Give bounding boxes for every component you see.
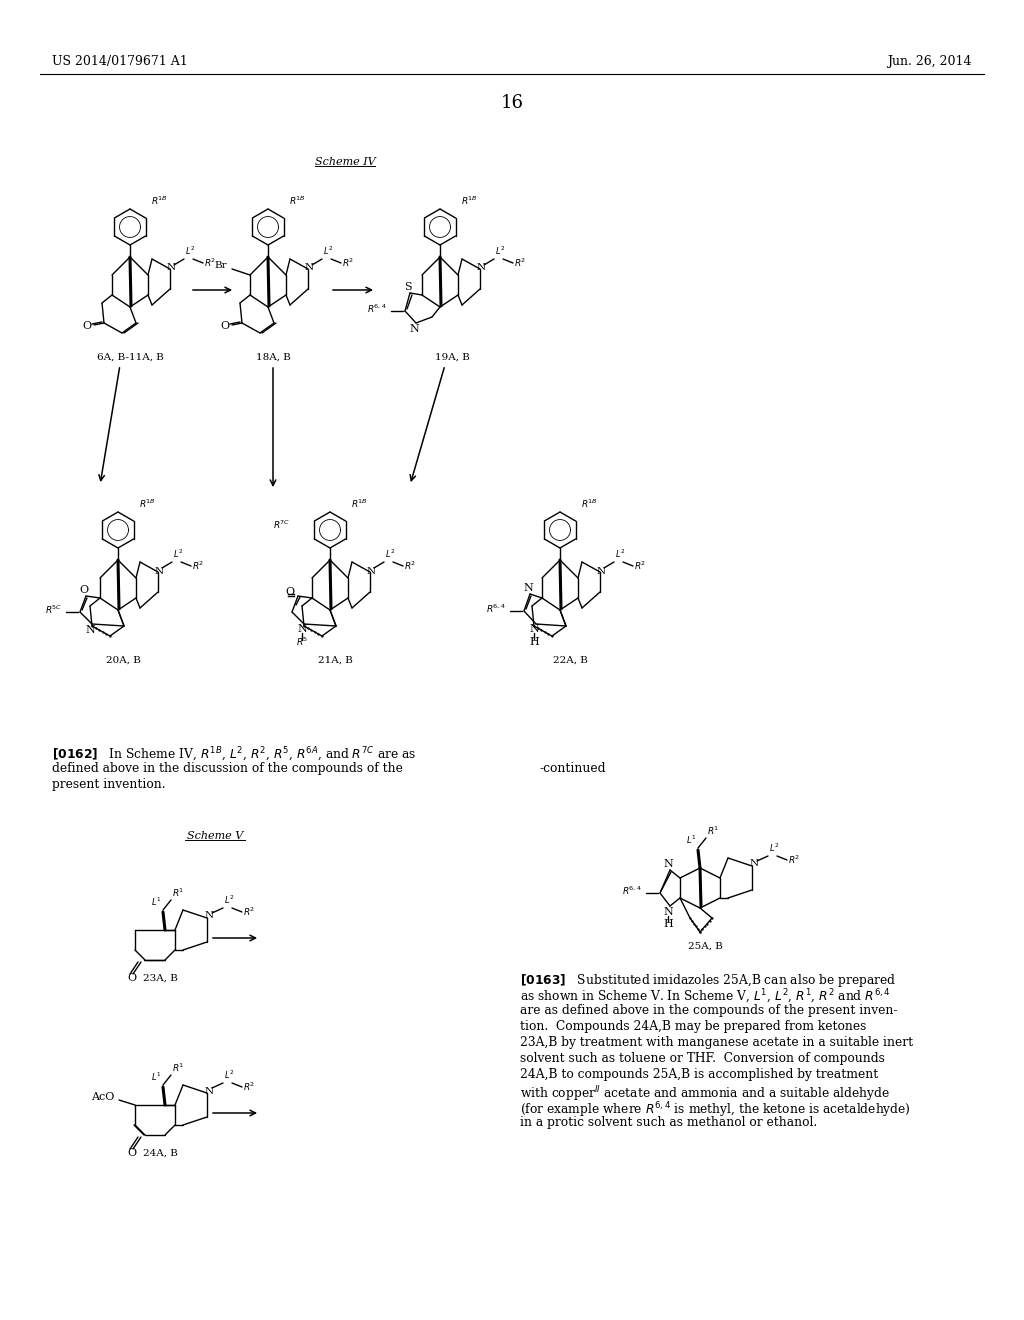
Text: $R^{2}$: $R^{2}$ — [243, 1081, 255, 1093]
Text: N: N — [205, 912, 214, 920]
Text: $L^{2}$: $L^{2}$ — [224, 894, 234, 906]
Text: H: H — [664, 919, 673, 929]
Text: 21A, B: 21A, B — [317, 656, 352, 664]
Text: $R^{1B}$: $R^{1B}$ — [581, 498, 598, 510]
Text: N: N — [155, 566, 164, 576]
Text: $R^{6,4}$: $R^{6,4}$ — [623, 884, 642, 898]
Text: N: N — [205, 1086, 214, 1096]
Text: $R^{1}$: $R^{1}$ — [707, 825, 720, 837]
Text: 16: 16 — [501, 94, 523, 112]
Text: 19A, B: 19A, B — [434, 352, 469, 362]
Text: $R^{2}$: $R^{2}$ — [404, 560, 417, 572]
Text: are as defined above in the compounds of the present inven-: are as defined above in the compounds of… — [520, 1005, 897, 1016]
Text: present invention.: present invention. — [52, 777, 166, 791]
Text: S: S — [404, 282, 412, 292]
Text: N: N — [664, 859, 673, 869]
Text: 22A, B: 22A, B — [553, 656, 588, 664]
Text: 6A, B-11A, B: 6A, B-11A, B — [96, 352, 164, 362]
Text: $L^{1}$: $L^{1}$ — [151, 895, 161, 908]
Text: N: N — [297, 624, 307, 634]
Text: $L^{2}$: $L^{2}$ — [224, 1069, 234, 1081]
Text: O: O — [127, 973, 136, 983]
Text: 23A,B by treatment with manganese acetate in a suitable inert: 23A,B by treatment with manganese acetat… — [520, 1036, 913, 1049]
Text: defined above in the discussion of the compounds of the: defined above in the discussion of the c… — [52, 762, 402, 775]
Text: $L^{2}$: $L^{2}$ — [185, 244, 196, 257]
Text: $R^{2}$: $R^{2}$ — [243, 906, 255, 919]
Text: 18A, B: 18A, B — [256, 352, 291, 362]
Text: $L^{2}$: $L^{2}$ — [615, 548, 626, 560]
Text: O: O — [83, 321, 91, 331]
Text: $R^{1}$: $R^{1}$ — [172, 887, 184, 899]
Text: N: N — [523, 583, 532, 593]
Text: 24A, B: 24A, B — [142, 1148, 177, 1158]
Text: N: N — [529, 624, 539, 634]
Text: O: O — [80, 585, 88, 595]
Text: N: N — [304, 264, 313, 272]
Text: $L^{2}$: $L^{2}$ — [323, 244, 334, 257]
Text: 25A, B: 25A, B — [687, 941, 723, 950]
Text: $R^{1B}$: $R^{1B}$ — [139, 498, 156, 510]
Text: $L^{2}$: $L^{2}$ — [385, 548, 395, 560]
Text: $R^{6,4}$: $R^{6,4}$ — [486, 603, 506, 615]
Text: N: N — [750, 859, 759, 869]
Text: 20A, B: 20A, B — [105, 656, 140, 664]
Text: $R^{7C}$: $R^{7C}$ — [272, 519, 290, 531]
Text: $L^{2}$: $L^{2}$ — [769, 842, 779, 854]
Text: -continued: -continued — [540, 762, 606, 775]
Text: $R^{1B}$: $R^{1B}$ — [289, 194, 306, 207]
Text: Jun. 26, 2014: Jun. 26, 2014 — [888, 55, 972, 69]
Text: AcO: AcO — [91, 1092, 114, 1102]
Text: N: N — [410, 323, 419, 334]
Text: $R^{6,4}$: $R^{6,4}$ — [368, 302, 387, 315]
Text: 24A,B to compounds 25A,B is accomplished by treatment: 24A,B to compounds 25A,B is accomplished… — [520, 1068, 879, 1081]
Text: N: N — [367, 566, 376, 576]
Text: O: O — [286, 587, 295, 597]
Text: N: N — [476, 264, 485, 272]
Text: $L^{1}$: $L^{1}$ — [151, 1071, 161, 1082]
Text: O: O — [127, 1148, 136, 1158]
Text: $R^{5C}$: $R^{5C}$ — [45, 603, 62, 616]
Text: $L^{2}$: $L^{2}$ — [495, 244, 506, 257]
Text: $R^{5}$: $R^{5}$ — [296, 636, 308, 648]
Text: with copper$^{II}$ acetate and ammonia and a suitable aldehyde: with copper$^{II}$ acetate and ammonia a… — [520, 1084, 890, 1104]
Text: H: H — [529, 638, 539, 647]
Text: $R^{2}$: $R^{2}$ — [634, 560, 646, 572]
Text: (for example where $R^{6,4}$ is methyl, the ketone is acetaldehyde): (for example where $R^{6,4}$ is methyl, … — [520, 1100, 911, 1119]
Text: Scheme V: Scheme V — [186, 832, 243, 841]
Text: Br: Br — [214, 261, 227, 271]
Text: Scheme IV: Scheme IV — [314, 157, 376, 168]
Text: $R^{2}$: $R^{2}$ — [204, 257, 216, 269]
Text: $R^{2}$: $R^{2}$ — [514, 257, 526, 269]
Text: $R^{1B}$: $R^{1B}$ — [151, 194, 168, 207]
Text: $L^{1}$: $L^{1}$ — [685, 834, 696, 846]
Text: N: N — [85, 624, 95, 635]
Text: 23A, B: 23A, B — [142, 974, 177, 982]
Text: solvent such as toluene or THF.  Conversion of compounds: solvent such as toluene or THF. Conversi… — [520, 1052, 885, 1065]
Text: $L^{2}$: $L^{2}$ — [173, 548, 183, 560]
Text: N: N — [664, 907, 673, 917]
Text: US 2014/0179671 A1: US 2014/0179671 A1 — [52, 55, 187, 69]
Text: $R^{2}$: $R^{2}$ — [193, 560, 205, 572]
Text: N: N — [167, 264, 175, 272]
Text: tion.  Compounds 24A,B may be prepared from ketones: tion. Compounds 24A,B may be prepared fr… — [520, 1020, 866, 1034]
Text: as shown in Scheme V. In Scheme V, $L^{1}$, $L^{2}$, $R^{1}$, $R^{2}$ and $R^{6,: as shown in Scheme V. In Scheme V, $L^{1… — [520, 987, 891, 1006]
Text: O: O — [220, 321, 229, 331]
Text: $\mathbf{[0163]}$   Substituted imidazoles 25A,B can also be prepared: $\mathbf{[0163]}$ Substituted imidazoles… — [520, 972, 896, 989]
Text: $R^{1}$: $R^{1}$ — [172, 1061, 184, 1074]
Text: in a protic solvent such as methanol or ethanol.: in a protic solvent such as methanol or … — [520, 1115, 817, 1129]
Text: $R^{1B}$: $R^{1B}$ — [461, 194, 478, 207]
Text: $\mathbf{[0162]}$   In Scheme IV, $R^{1B}$, $L^{2}$, $R^{2}$, $R^{5}$, $R^{6A}$,: $\mathbf{[0162]}$ In Scheme IV, $R^{1B}$… — [52, 746, 417, 764]
Text: N: N — [596, 566, 605, 576]
Text: $R^{2}$: $R^{2}$ — [342, 257, 354, 269]
Text: $R^{1B}$: $R^{1B}$ — [351, 498, 368, 510]
Text: $R^{2}$: $R^{2}$ — [788, 854, 801, 866]
